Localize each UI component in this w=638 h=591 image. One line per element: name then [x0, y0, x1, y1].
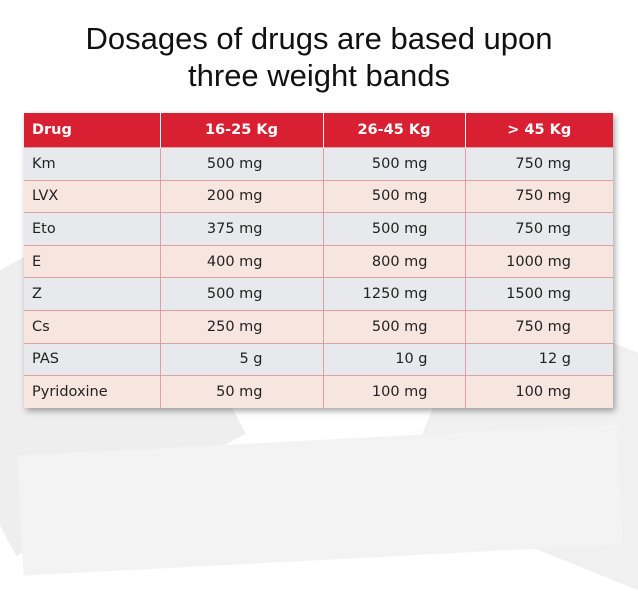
dose-over-45: 750 mg	[465, 309, 613, 344]
dose-over-45: 750 mg	[465, 147, 613, 181]
dose-26-45: 500 mg	[323, 212, 466, 246]
dose-over-45: 750 mg	[465, 179, 613, 213]
table-row: Cs 250 mg 500 mg 750 mg	[24, 309, 613, 344]
drug-name: Pyridoxine	[24, 375, 161, 408]
dosage-table-container: Drug 16-25 Kg 26-45 Kg > 45 Kg Km 500 mg…	[24, 113, 613, 408]
dose-26-45: 500 mg	[323, 147, 466, 181]
drug-name: PAS	[24, 342, 161, 376]
slide-title-line-1: Dosages of drugs are based upon	[85, 21, 553, 56]
table-row: E 400 mg 800 mg 1000 mg	[24, 244, 613, 278]
dose-16-25: 200 mg	[160, 179, 324, 213]
dose-over-45: 1500 mg	[465, 277, 613, 311]
dosage-table: Drug 16-25 Kg 26-45 Kg > 45 Kg Km 500 mg…	[24, 113, 613, 408]
table-row: Z 500 mg 1250 mg 1500 mg	[24, 277, 613, 311]
dose-over-45: 100 mg	[465, 375, 613, 408]
drug-name: LVX	[24, 179, 161, 213]
header-drug: Drug	[24, 113, 161, 148]
dose-16-25: 5 g	[160, 342, 324, 376]
dose-over-45: 1000 mg	[465, 244, 613, 278]
header-band-26-45: 26-45 Kg	[323, 113, 466, 148]
drug-name: Km	[24, 147, 161, 181]
table-row: Km 500 mg 500 mg 750 mg	[24, 147, 613, 181]
drug-name: Cs	[24, 309, 161, 344]
table-row: LVX 200 mg 500 mg 750 mg	[24, 179, 613, 213]
dose-over-45: 12 g	[465, 342, 613, 376]
dose-16-25: 500 mg	[160, 277, 324, 311]
table-row: PAS 5 g 10 g 12 g	[24, 342, 613, 376]
dose-26-45: 10 g	[323, 342, 466, 376]
dose-26-45: 800 mg	[323, 244, 466, 278]
dose-26-45: 1250 mg	[323, 277, 466, 311]
dose-26-45: 100 mg	[323, 375, 466, 408]
table-header-row: Drug 16-25 Kg 26-45 Kg > 45 Kg	[24, 113, 613, 148]
dose-16-25: 400 mg	[160, 244, 324, 278]
slide-title: Dosages of drugs are based upon three we…	[0, 20, 638, 94]
slide-title-line-2: three weight bands	[188, 58, 450, 93]
dose-16-25: 50 mg	[160, 375, 324, 408]
dose-over-45: 750 mg	[465, 212, 613, 246]
drug-name: E	[24, 244, 161, 278]
dose-16-25: 250 mg	[160, 309, 324, 344]
dose-16-25: 375 mg	[160, 212, 324, 246]
dose-26-45: 500 mg	[323, 179, 466, 213]
header-band-over-45: > 45 Kg	[465, 113, 613, 148]
table-row: Eto 375 mg 500 mg 750 mg	[24, 212, 613, 246]
dose-16-25: 500 mg	[160, 147, 324, 181]
dose-26-45: 500 mg	[323, 309, 466, 344]
drug-name: Z	[24, 277, 161, 311]
drug-name: Eto	[24, 212, 161, 246]
table-row: Pyridoxine 50 mg 100 mg 100 mg	[24, 375, 613, 408]
header-band-16-25: 16-25 Kg	[160, 113, 324, 148]
